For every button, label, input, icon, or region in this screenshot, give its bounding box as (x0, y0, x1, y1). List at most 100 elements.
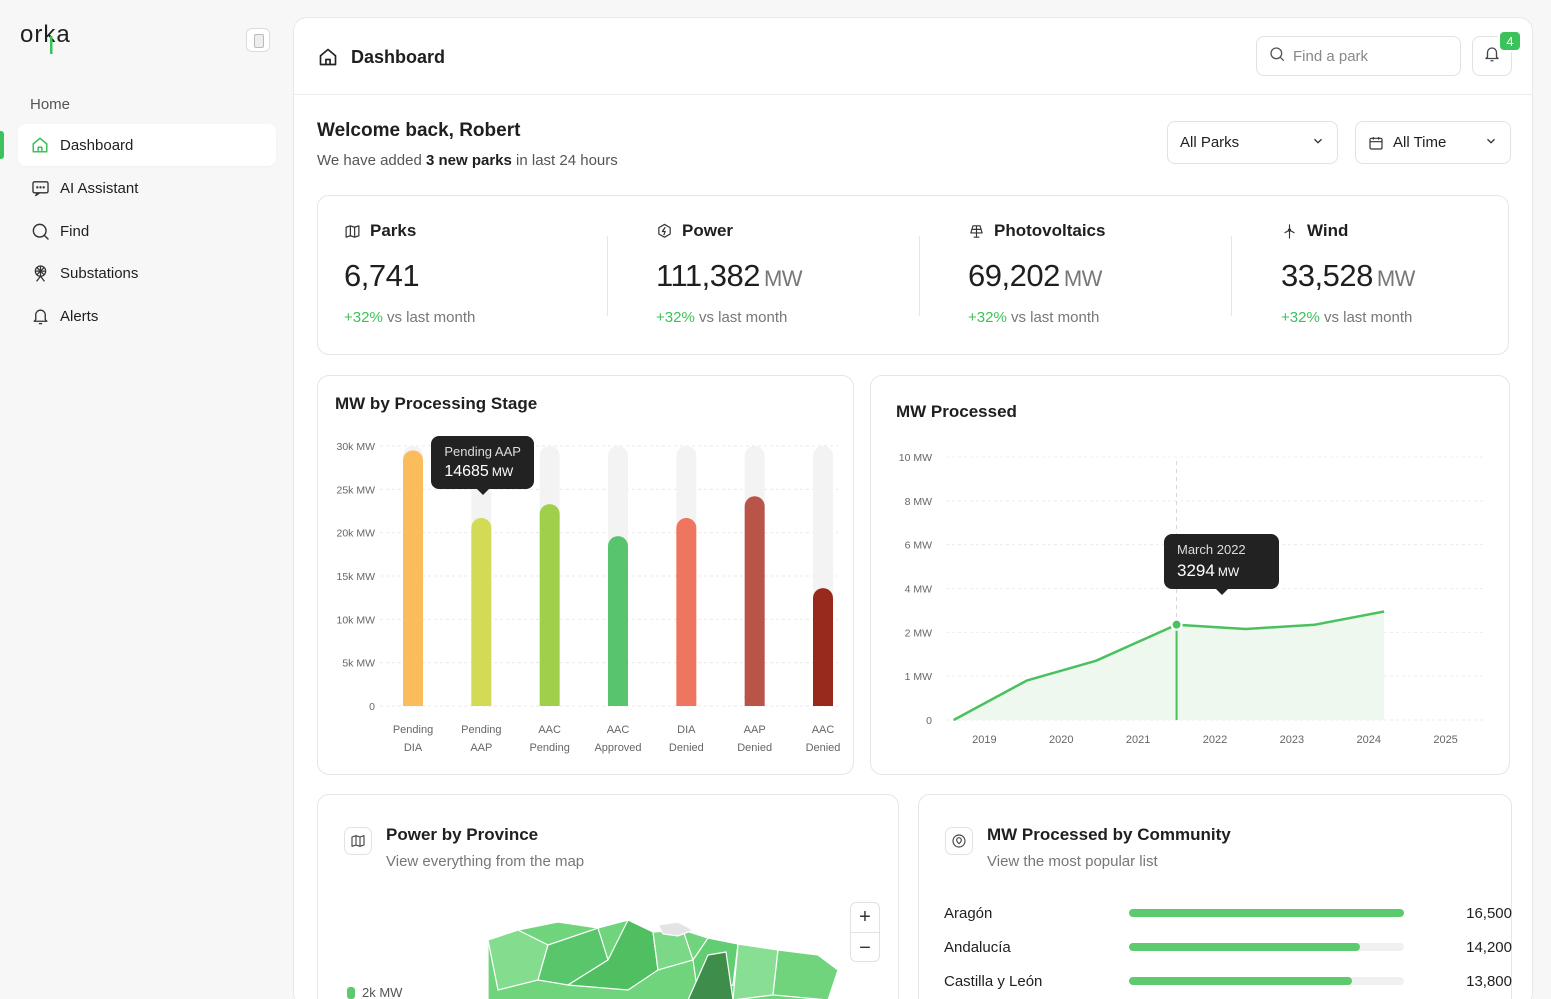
nav-section-label: Home (30, 96, 71, 113)
sidebar-item-label: Find (60, 222, 90, 240)
zoom-out-button[interactable]: − (859, 936, 871, 959)
stat-value: 6,741 (344, 258, 420, 293)
notifications-button[interactable] (1472, 36, 1512, 76)
search-icon (1269, 46, 1285, 67)
stat-change: +32% (1281, 309, 1320, 326)
x-tick-label: Denied (669, 742, 704, 754)
search-input[interactable] (1293, 47, 1443, 65)
community-bar (1129, 977, 1352, 985)
y-tick-label: 15k MW (336, 571, 375, 583)
solar-icon (968, 223, 985, 240)
province-map[interactable] (478, 910, 878, 999)
stats-card: Parks 6,741 +32% vs last month Power 111… (317, 195, 1509, 355)
bar-base (744, 696, 765, 706)
x-tick-label: 2020 (1049, 734, 1073, 746)
bar-tooltip: Pending AAP 14685 MW (431, 436, 534, 495)
community-bar-track (1129, 943, 1404, 951)
bell-icon (1483, 45, 1501, 68)
chevron-down-icon (1311, 134, 1325, 152)
power-by-province-card: Power by Province View everything from t… (317, 794, 899, 999)
line-tooltip: March 2022 3294 MW (1164, 534, 1279, 595)
search-box[interactable] (1256, 36, 1461, 76)
community-value: 16,500 (1466, 904, 1512, 922)
divider (919, 236, 920, 316)
sidebar-item-find[interactable]: Find (18, 210, 276, 252)
stat-value: 69,202 (968, 258, 1060, 293)
x-tick-label: AAP (744, 724, 766, 736)
stat-label: Parks (370, 221, 417, 240)
y-tick-label: 20k MW (336, 528, 375, 540)
calendar-icon (1368, 135, 1384, 151)
community-row[interactable]: Aragón 16,500 (944, 901, 1514, 925)
community-row[interactable]: Andalucía 14,200 (944, 935, 1514, 959)
x-tick-label: AAC (538, 724, 561, 736)
y-tick-label: 10 MW (899, 452, 932, 464)
mw-by-stage-card: MW by Processing Stage 0 5k MW 10k MW 15k M… (317, 375, 854, 775)
stat-label: Photovoltaics (994, 221, 1106, 240)
y-tick-label: 5k MW (342, 658, 375, 670)
card-title: Power by Province (386, 825, 539, 844)
y-tick-label: 8 MW (905, 496, 933, 508)
substation-icon (30, 263, 50, 283)
sidebar-item-substations[interactable]: Substations (18, 252, 276, 294)
chart-title: MW by Processing Stage (335, 394, 538, 413)
active-indicator (0, 131, 4, 159)
sidebar-item-label: Dashboard (60, 136, 134, 154)
wind-icon (1281, 223, 1298, 240)
legend-swatch (347, 986, 355, 999)
sidebar-item-ai-assistant[interactable]: AI Assistant (18, 167, 276, 209)
line-chart: 0 1 MW 2 MW 4 MW 6 MW 8 MW 10 MW 2019 2020 2021 20… (899, 452, 1484, 746)
zoom-in-button[interactable]: + (851, 903, 879, 933)
sidebar-item-label: Alerts (60, 307, 99, 325)
sidebar-item-dashboard[interactable]: Dashboard (18, 124, 276, 166)
x-tick-label: 2021 (1126, 734, 1150, 746)
search-icon (30, 221, 50, 241)
x-tick-label: DIA (677, 724, 696, 736)
community-row[interactable]: Castilla y León 13,800 (944, 969, 1514, 993)
map-legend-item: 2k MW (347, 985, 402, 999)
x-tick-label: AAC (607, 724, 630, 736)
bar-base (608, 696, 628, 706)
stat-wind: Wind 33,528 MW +32% vs last month (1281, 221, 1416, 326)
community-value: 14,200 (1466, 938, 1512, 956)
page-title: Dashboard (351, 47, 446, 67)
stat-unit: MW (1376, 266, 1416, 291)
stat-value: 33,528 (1281, 258, 1373, 293)
divider (607, 236, 608, 316)
parks-filter-dropdown[interactable]: All Parks (1167, 121, 1338, 164)
y-tick-label: 0 (369, 701, 375, 713)
stat-parks: Parks 6,741 +32% vs last month (344, 221, 476, 326)
parks-filter-value: All Parks (1180, 134, 1240, 151)
top-bar: Dashboard 4 (294, 18, 1532, 95)
tooltip-label: Pending AAP (444, 444, 521, 459)
y-tick-label: 6 MW (905, 540, 933, 552)
bar-chart: 0 5k MW 10k MW 15k MW 20k MW 25k MW 30k MW Pend… (336, 441, 840, 754)
y-tick-label: 25k MW (336, 484, 375, 496)
welcome-title: Welcome back, Robert (317, 120, 521, 141)
x-tick-label: 2023 (1280, 734, 1304, 746)
card-title: MW Processed by Community (987, 825, 1231, 844)
time-filter-dropdown[interactable]: All Time (1355, 121, 1511, 164)
community-bar-track (1129, 909, 1404, 917)
bar (403, 450, 423, 706)
stat-label: Power (682, 221, 734, 240)
hover-point (1170, 618, 1183, 631)
x-tick-label: 2024 (1356, 734, 1380, 746)
divider (1231, 236, 1232, 316)
y-tick-label: 2 MW (905, 627, 933, 639)
tooltip-value: 14685 (444, 463, 489, 480)
community-bar-track (1129, 977, 1404, 985)
bar (471, 517, 492, 706)
bar (744, 496, 765, 706)
chart-title: MW Processed (896, 402, 1017, 421)
notification-badge: 4 (1498, 30, 1522, 52)
bar-base (539, 696, 560, 706)
map-icon (344, 827, 372, 855)
orka-logo[interactable]: orka (20, 22, 90, 58)
sidebar-item-alerts[interactable]: Alerts (18, 295, 276, 337)
sidebar-collapse-button[interactable] (246, 28, 270, 52)
bar (539, 504, 560, 706)
stat-value: 111,382 (656, 258, 760, 293)
card-subtitle: View everything from the map (386, 853, 585, 870)
map-icon (344, 223, 361, 240)
